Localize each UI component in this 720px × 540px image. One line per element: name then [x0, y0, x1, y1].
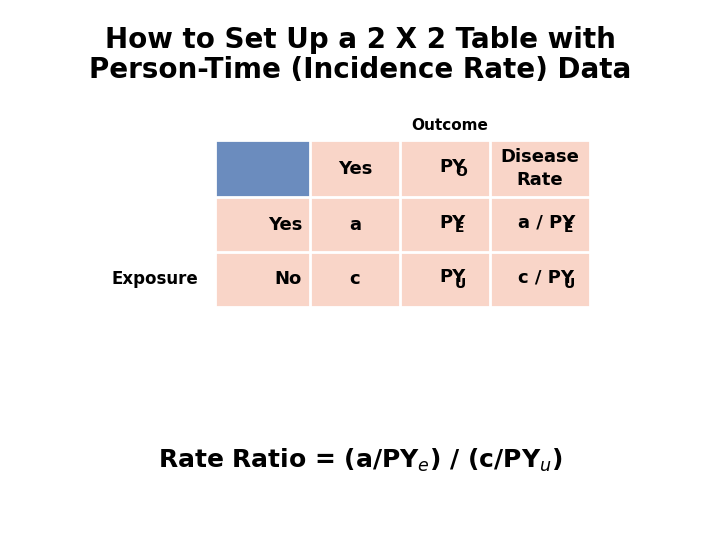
Text: a: a: [349, 215, 361, 233]
Bar: [215, 197, 310, 252]
Text: U: U: [455, 276, 467, 291]
Text: E: E: [564, 221, 574, 235]
Text: PY: PY: [439, 213, 465, 232]
Text: U: U: [564, 276, 575, 291]
Text: Yes: Yes: [338, 159, 372, 178]
Text: c: c: [350, 271, 360, 288]
Text: Exposure: Exposure: [112, 270, 199, 288]
Bar: [490, 140, 590, 197]
Text: PY: PY: [439, 158, 465, 176]
Bar: [490, 197, 590, 252]
Text: Disease
Rate: Disease Rate: [500, 148, 580, 188]
Bar: [400, 197, 490, 252]
Bar: [310, 140, 400, 197]
Bar: [215, 140, 310, 197]
Text: Outcome: Outcome: [412, 118, 488, 132]
Bar: [310, 197, 400, 252]
Text: O: O: [455, 165, 467, 179]
Text: Yes: Yes: [268, 215, 302, 233]
Text: E: E: [455, 221, 464, 235]
Text: How to Set Up a 2 X 2 Table with: How to Set Up a 2 X 2 Table with: [104, 26, 616, 54]
Text: Person-Time (Incidence Rate) Data: Person-Time (Incidence Rate) Data: [89, 56, 631, 84]
Bar: [310, 252, 400, 307]
Text: PY: PY: [439, 268, 465, 287]
Bar: [400, 252, 490, 307]
Text: No: No: [275, 271, 302, 288]
Text: a / PY: a / PY: [518, 213, 575, 232]
Text: c / PY: c / PY: [518, 268, 574, 287]
Bar: [400, 140, 490, 197]
Text: Rate Ratio = (a/PY$_e$) / (c/PY$_u$): Rate Ratio = (a/PY$_e$) / (c/PY$_u$): [158, 447, 562, 474]
Bar: [490, 252, 590, 307]
Bar: [215, 252, 310, 307]
